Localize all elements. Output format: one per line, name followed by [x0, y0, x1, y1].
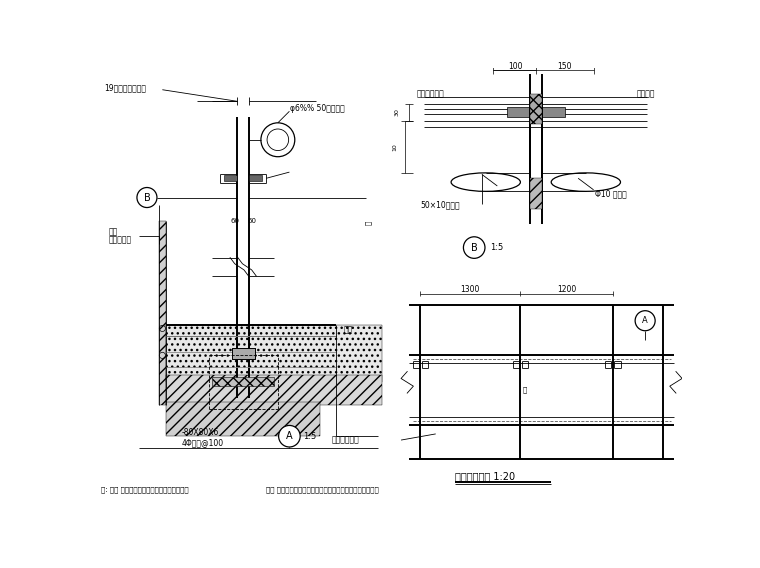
- Text: A: A: [642, 316, 648, 325]
- Text: φ6%% 50不锈钢管: φ6%% 50不锈钢管: [290, 105, 345, 114]
- Text: 晒板: 晒板: [109, 228, 118, 237]
- Text: 1:5: 1:5: [303, 432, 316, 441]
- Text: 1200: 1200: [557, 285, 576, 294]
- Bar: [530, 178, 542, 209]
- Bar: [166, 402, 320, 436]
- Text: 二三装修反: 二三装修反: [109, 235, 131, 244]
- Text: 19厚透明钢化玻璃: 19厚透明钢化玻璃: [105, 83, 147, 92]
- Circle shape: [279, 425, 300, 447]
- Bar: [212, 377, 274, 386]
- Text: -80X80X6: -80X80X6: [182, 428, 219, 437]
- Bar: [232, 348, 255, 359]
- Text: 150: 150: [557, 62, 572, 71]
- Bar: [166, 324, 382, 382]
- Circle shape: [464, 237, 485, 258]
- Text: Φ10 不锈钢: Φ10 不锈钢: [595, 189, 627, 198]
- Text: 1300: 1300: [461, 285, 480, 294]
- Bar: [506, 107, 530, 116]
- Bar: [530, 94, 542, 124]
- Text: 50×10不锈钢: 50×10不锈钢: [420, 201, 460, 210]
- Text: 玻璃栏杆立面 1:20: 玻璃栏杆立面 1:20: [455, 471, 515, 481]
- Bar: [542, 107, 565, 116]
- Text: 4Φ螺栓@100: 4Φ螺栓@100: [182, 438, 223, 447]
- Text: 石材: 石材: [344, 325, 353, 335]
- Text: 60: 60: [247, 218, 256, 224]
- Text: 注: 铝板 玻璃栏杆钢构件须有品牌及厂商方能: 注: 铝板 玻璃栏杆钢构件须有品牌及厂商方能: [101, 487, 188, 494]
- Bar: [159, 220, 166, 406]
- Text: 透明钢化玻璃: 透明钢化玻璃: [416, 89, 444, 98]
- Text: B: B: [144, 193, 150, 203]
- Text: 1:5: 1:5: [489, 243, 503, 252]
- Bar: [224, 175, 237, 181]
- Text: 30: 30: [394, 108, 400, 116]
- Bar: [249, 175, 262, 181]
- Text: 铝板 玻璃栏杆钢构件须进料与其样做法送往见厂商核大要亊: 铝板 玻璃栏杆钢构件须进料与其样做法送往见厂商核大要亊: [266, 487, 379, 494]
- Circle shape: [635, 311, 655, 331]
- Text: 60: 60: [230, 218, 239, 224]
- Text: B: B: [471, 243, 477, 253]
- Text: 10: 10: [392, 143, 397, 151]
- Text: 透明钢化玻璃: 透明钢化玻璃: [332, 436, 359, 445]
- Text: 橡胶封罩: 橡胶封罩: [637, 89, 655, 98]
- Text: 100: 100: [508, 62, 522, 71]
- Text: A: A: [286, 431, 293, 441]
- Text: 节: 节: [523, 387, 527, 393]
- Text: 节: 节: [365, 220, 372, 225]
- Bar: [166, 375, 382, 406]
